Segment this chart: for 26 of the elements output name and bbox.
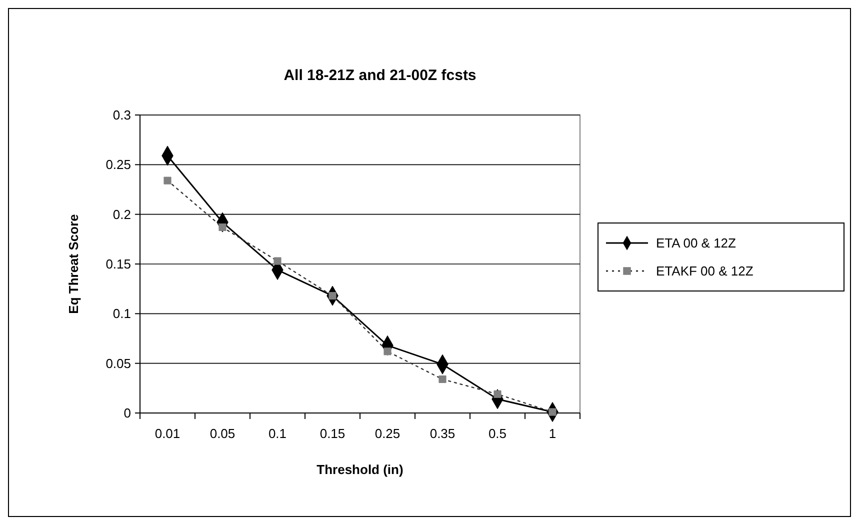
legend-label: ETAKF 00 & 12Z (656, 264, 754, 279)
point (384, 348, 392, 356)
point (438, 375, 446, 384)
x-tick-label: 0.05 (210, 426, 236, 441)
point (164, 176, 172, 184)
point (274, 257, 282, 265)
x-tick-label: 0.25 (374, 426, 400, 441)
x-axis-title: Threshold (in) (316, 462, 404, 477)
point (494, 390, 502, 398)
y-tick-label: 0.3 (112, 108, 131, 123)
y-axis-title: Eq Threat Score (66, 214, 81, 314)
x-tick-label: 0.5 (488, 426, 507, 441)
x-tick-label: 0.35 (430, 426, 456, 441)
y-tick-label: 0.1 (112, 306, 131, 322)
x-tick-label: 1 (548, 426, 556, 441)
y-tick-label: 0.15 (106, 256, 131, 272)
x-tick-label: 0.15 (320, 426, 346, 441)
y-tick-label: 0.2 (112, 206, 131, 222)
x-tick-label: 0.01 (154, 426, 180, 441)
y-tick-label: 0 (124, 406, 131, 421)
legend-label: ETA 00 & 12Z (656, 236, 736, 251)
y-tick-label: 0.25 (106, 157, 131, 172)
x-tick-label: 0.1 (268, 426, 287, 441)
chart-title: All 18-21Z and 21-00Z fcsts (284, 67, 476, 84)
y-tick-label: 0.05 (106, 356, 131, 371)
point (218, 223, 226, 232)
